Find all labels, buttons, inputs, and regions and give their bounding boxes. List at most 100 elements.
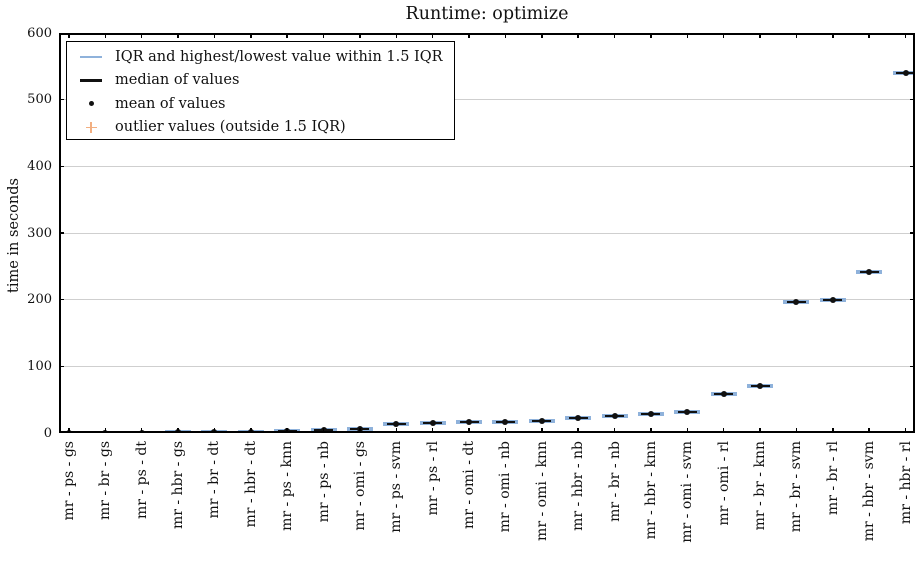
x-tick-mark [431, 428, 434, 433]
gridline [59, 299, 915, 301]
x-tick-mark [68, 428, 70, 433]
x-tick-label: mr - omi - dt [461, 441, 478, 529]
x-tick-mark-top [504, 33, 507, 38]
legend: IQR and highest/lowest value within 1.5 … [66, 41, 455, 140]
mean-dot [720, 390, 727, 397]
mean-dot [647, 410, 654, 417]
x-tick-label: mr - br - knn [752, 441, 769, 531]
y-tick-label: 500 [27, 92, 52, 108]
x-tick-mark [577, 428, 579, 433]
legend-item-label: median of values [115, 72, 240, 89]
x-tick-mark [904, 428, 907, 433]
y-tick-label: 200 [27, 292, 52, 308]
x-tick-mark-top [104, 33, 107, 38]
x-tick-mark [250, 428, 252, 433]
axis-top [59, 33, 915, 35]
gridline [59, 232, 915, 234]
mean-dot [793, 299, 800, 306]
x-tick-mark [613, 428, 616, 433]
x-tick-label: mr - ps - svm [388, 441, 405, 533]
x-tick-mark-top [322, 33, 325, 38]
chart-title: Runtime: optimize [405, 4, 569, 24]
x-tick-mark [322, 428, 325, 433]
mean-dot [757, 383, 764, 390]
y-tick-mark-right [910, 298, 915, 301]
x-tick-mark-top [904, 33, 907, 38]
y-tick-label: 600 [27, 25, 52, 41]
x-tick-mark [104, 428, 107, 433]
axis-right [913, 33, 915, 433]
x-tick-mark [177, 428, 179, 433]
mean-dot [502, 418, 509, 425]
y-tick-label: 0 [43, 425, 52, 441]
y-tick-mark-right [910, 165, 915, 168]
x-tick-label: mr - hbr - rl [897, 441, 914, 525]
x-tick-mark-top [832, 33, 834, 38]
x-tick-label: mr - hbr - nb [570, 441, 587, 531]
mean-dot [393, 421, 400, 428]
x-tick-label: mr - omi - rl [715, 441, 732, 526]
mean-dot [466, 419, 473, 426]
legend-item-median: median of values [67, 69, 454, 93]
x-tick-label: mr - br - dt [206, 441, 223, 519]
x-tick-label: mr - hbr - knn [642, 441, 659, 540]
x-tick-mark-top [395, 33, 398, 38]
x-tick-label: mr - br - rl [824, 441, 841, 516]
outlier-plus-icon [78, 121, 104, 133]
x-tick-mark-top [613, 33, 616, 38]
x-tick-label: mr - br - gs [97, 441, 114, 521]
mean-dot [575, 415, 582, 421]
x-tick-mark [832, 428, 834, 433]
x-tick-label: mr - ps - gs [61, 441, 77, 521]
y-tick-mark [59, 98, 64, 101]
x-tick-mark [722, 428, 725, 433]
y-tick-mark [59, 298, 64, 301]
x-tick-mark [868, 428, 870, 433]
x-tick-mark-top [686, 33, 689, 38]
x-tick-label: mr - omi - nb [497, 441, 514, 533]
y-tick-mark [59, 165, 64, 168]
x-tick-mark [686, 428, 689, 433]
x-tick-label: mr - br - svm [788, 441, 805, 533]
legend-item-mean: mean of values [67, 92, 454, 116]
legend-item-label: IQR and highest/lowest value within 1.5 … [115, 48, 443, 65]
legend-item-label: outlier values (outside 1.5 IQR) [115, 119, 346, 136]
x-tick-label: mr - omi - svm [679, 441, 696, 543]
x-tick-mark [140, 428, 143, 433]
x-tick-label: mr - hbr - gs [170, 441, 187, 530]
x-tick-mark-top [795, 33, 798, 38]
x-tick-mark-top [140, 33, 143, 38]
x-tick-mark-top [213, 33, 216, 38]
x-tick-label: mr - ps - knn [279, 441, 296, 531]
median-line-icon [78, 79, 104, 82]
y-tick-mark [59, 365, 64, 368]
x-tick-mark-top [177, 33, 179, 38]
x-tick-mark [795, 428, 798, 433]
y-tick-label: 300 [27, 225, 52, 241]
x-tick-mark [759, 428, 761, 433]
x-tick-mark [395, 428, 398, 433]
x-tick-mark [541, 428, 543, 433]
x-tick-mark-top [722, 33, 725, 38]
y-tick-mark-right [910, 98, 915, 101]
x-tick-mark [468, 428, 470, 433]
x-tick-mark-top [468, 33, 470, 38]
y-tick-label: 100 [27, 358, 52, 374]
x-tick-mark-top [541, 33, 543, 38]
mean-dot-icon [78, 101, 104, 107]
x-tick-mark-top [577, 33, 579, 38]
x-tick-label: mr - omi - knn [533, 441, 550, 541]
mean-dot [902, 70, 909, 76]
mean-dot [611, 412, 618, 419]
legend-item-iqr: IQR and highest/lowest value within 1.5 … [67, 45, 454, 69]
x-tick-mark [359, 428, 361, 433]
x-tick-mark [286, 428, 288, 433]
mean-dot [538, 418, 545, 425]
mean-dot [429, 420, 436, 426]
y-tick-mark-right [910, 365, 915, 368]
x-tick-label: mr - br - nb [606, 441, 623, 522]
x-tick-label: mr - ps - dt [133, 441, 150, 519]
x-tick-label: mr - hbr - dt [242, 441, 259, 528]
mean-dot [866, 269, 873, 276]
